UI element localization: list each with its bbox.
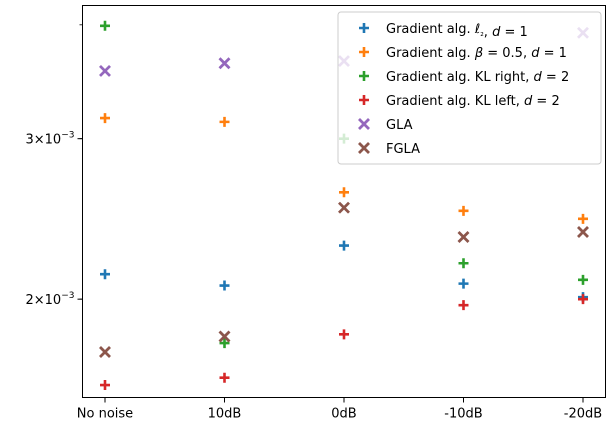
legend-entry: Gradient alg. β = 0.5, d = 1 (386, 46, 567, 61)
point-series-0 (219, 280, 230, 291)
legend: Gradient alg. ℓ₂, d = 1 Gradient alg. β =… (337, 11, 602, 165)
x-tick-label: -20dB (564, 407, 602, 422)
point-series-3 (578, 294, 588, 305)
y-tick-label: 3×10−3 (26, 131, 75, 148)
point-series-3 (219, 372, 230, 383)
point-series-3 (458, 300, 469, 311)
point-series-2 (100, 20, 110, 31)
y-axis: 3×10−3 2×10−3 (26, 24, 83, 308)
point-series-1 (578, 213, 588, 224)
legend-entry: Gradient alg. KL left, d = 2 (386, 94, 560, 109)
point-series-4 (99, 64, 111, 77)
x-tick-label: 0dB (331, 407, 356, 422)
point-series-0 (100, 269, 110, 280)
legend-marker (359, 71, 369, 81)
point-series-2 (458, 258, 469, 269)
point-series-1 (219, 116, 230, 127)
point-series-2 (578, 274, 588, 285)
x-axis: No noise 10dB 0dB -10dB -20dB (77, 397, 602, 422)
legend-entry: GLA (386, 118, 413, 133)
point-series-0 (458, 278, 469, 289)
y-tick-label: 2×10−3 (26, 291, 75, 308)
x-tick-label: No noise (77, 407, 133, 422)
point-series-5 (99, 346, 111, 359)
point-series-1 (100, 113, 110, 124)
point-series-3 (339, 329, 349, 340)
point-series-5 (457, 231, 470, 244)
point-series-2 (219, 338, 230, 349)
legend-entry: Gradient alg. ℓ₂, d = 1 (386, 22, 528, 40)
point-series-5 (218, 330, 231, 343)
legend-box (337, 11, 602, 165)
data-marks (99, 20, 589, 391)
point-series-1 (339, 187, 349, 198)
legend-marker (359, 47, 369, 57)
legend-marker (359, 23, 369, 33)
point-series-5 (338, 201, 350, 214)
x-tick-label: -10dB (444, 407, 482, 422)
legend-marker (359, 95, 369, 105)
legend-entry: Gradient alg. KL right, d = 2 (386, 70, 569, 85)
point-series-3 (100, 380, 110, 391)
point-series-4 (218, 57, 231, 70)
point-series-0 (339, 240, 349, 251)
x-tick-label: 10dB (208, 407, 242, 422)
legend-marker (358, 142, 370, 154)
point-series-5 (577, 225, 589, 238)
legend-entry: FGLA (386, 142, 420, 157)
point-series-1 (458, 205, 469, 216)
legend-marker (358, 118, 370, 130)
